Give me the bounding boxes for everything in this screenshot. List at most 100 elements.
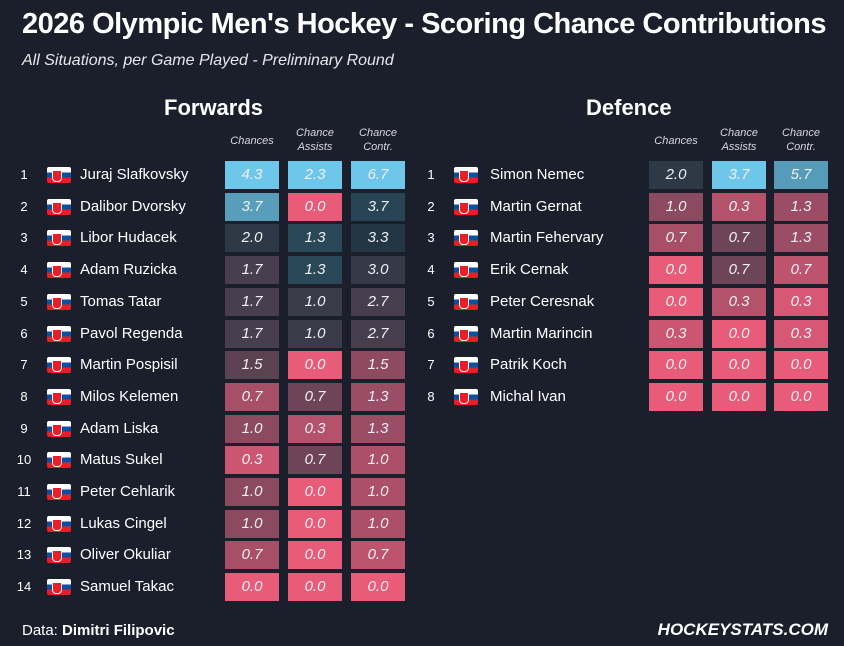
player-name: Adam Liska (80, 419, 159, 437)
slovakia-flag-icon (454, 293, 478, 310)
row-rank: 3 (20, 230, 28, 246)
row-rank: 4 (427, 262, 435, 278)
value-cell-chance-contr: 1.0 (351, 509, 405, 538)
row-rank: 10 (16, 452, 32, 468)
row-rank: 1 (427, 167, 435, 182)
value-cell-chances: 0.0 (649, 256, 703, 285)
table-row: 10 Matus Sukel 0.3 0.7 1.0 (0, 446, 844, 475)
value-cell-chance-assists: 0.7 (288, 382, 342, 411)
column-header-line: Chances (230, 135, 274, 147)
value-cell-chance-assists: 0.0 (288, 478, 342, 506)
value-cell-chances: 1.0 (225, 509, 279, 538)
value-cell-chances: 0.0 (649, 382, 703, 411)
column-header-line: Chance (782, 127, 820, 139)
column-header-forwards-2: Chance Assists (287, 126, 343, 154)
value-cell-chances: 2.0 (649, 161, 703, 189)
row-rank: 5 (20, 293, 28, 309)
value-cell-chance-assists: 0.3 (712, 287, 766, 316)
table-row: 1 Simon Nemec 2.0 3.7 5.7 (0, 161, 844, 189)
table-row: 12 Lukas Cingel 1.0 0.0 1.0 (0, 509, 844, 538)
column-header-line: Contr. (363, 141, 393, 153)
column-header-forwards-1: Chances (224, 134, 280, 148)
data-credit: Data: Dimitri Filipovic (22, 622, 175, 639)
player-name: Dalibor Dvorsky (80, 197, 186, 215)
value-cell-chances: 1.7 (225, 319, 279, 348)
slovakia-flag-icon (454, 167, 478, 183)
slovakia-flag-icon (454, 388, 478, 405)
value-cell-chances: 1.0 (649, 192, 703, 221)
row-rank: 1 (20, 167, 28, 182)
player-name: Patrik Koch (490, 356, 567, 374)
value-cell-chance-contr: 3.7 (351, 192, 405, 221)
slovakia-flag-icon (47, 484, 71, 500)
value-cell-chances: 1.0 (225, 414, 279, 443)
value-cell-chance-assists: 2.3 (288, 161, 342, 189)
column-header-forwards-3: Chance Contr. (350, 126, 406, 154)
table-row: 7 Patrik Koch 0.0 0.0 0.0 (0, 351, 844, 380)
brand-logo-text[interactable]: HOCKEYSTATS.COM (657, 620, 828, 639)
slovakia-flag-icon (47, 579, 71, 596)
player-name: Erik Cernak (490, 261, 569, 279)
value-cell-chance-contr: 1.3 (774, 192, 828, 221)
table-row: 6 Pavol Regenda 1.7 1.0 2.7 (0, 319, 844, 348)
slovakia-flag-icon (454, 357, 478, 374)
player-name: Martin Fehervary (490, 229, 604, 247)
table-row: 6 Martin Marincin 0.3 0.0 0.3 (0, 319, 844, 348)
chart-subtitle: All Situations, per Game Played - Prelim… (22, 52, 394, 69)
value-cell-chances: 1.0 (225, 478, 279, 506)
column-header-defence-2: Chance Assists (711, 126, 767, 154)
value-cell-chances: 3.7 (225, 192, 279, 221)
slovakia-flag-icon (47, 357, 71, 374)
slovakia-flag-icon (47, 230, 71, 247)
row-rank: 12 (16, 515, 32, 531)
column-header-defence-3: Chance Contr. (773, 126, 829, 154)
value-cell-chance-contr: 0.3 (774, 319, 828, 348)
value-cell-chance-contr: 0.0 (351, 573, 405, 602)
row-rank: 8 (427, 388, 435, 404)
table-row: 8 Michal Ivan 0.0 0.0 0.0 (0, 382, 844, 411)
value-cell-chances: 2.0 (225, 224, 279, 253)
value-cell-chance-assists: 0.0 (712, 382, 766, 411)
value-cell-chances: 1.7 (225, 287, 279, 316)
player-name: Peter Cehlarik (80, 483, 176, 500)
column-header-defence-1: Chances (648, 134, 704, 148)
player-name: Lukas Cingel (80, 514, 167, 532)
slovakia-flag-icon (454, 198, 478, 215)
value-cell-chance-contr: 6.7 (351, 161, 405, 189)
row-rank: 9 (20, 420, 28, 436)
value-cell-chance-assists: 0.0 (288, 573, 342, 602)
slovakia-flag-icon (454, 230, 478, 247)
row-rank: 3 (427, 230, 435, 246)
player-name: Martin Gernat (490, 197, 582, 215)
table-row: 4 Adam Ruzicka 1.7 1.3 3.0 (0, 256, 844, 285)
value-cell-chances: 4.3 (225, 161, 279, 189)
value-cell-chance-contr: 3.3 (351, 224, 405, 253)
table-row: 3 Martin Fehervary 0.7 0.7 1.3 (0, 224, 844, 253)
slovakia-flag-icon (47, 515, 71, 532)
value-cell-chances: 0.0 (649, 287, 703, 316)
column-header-line: Chance (720, 127, 758, 139)
player-name: Samuel Takac (80, 578, 174, 596)
table-row: 9 Adam Liska 1.0 0.3 1.3 (0, 414, 844, 443)
value-cell-chances: 1.7 (225, 256, 279, 285)
row-rank: 6 (427, 325, 435, 341)
row-rank: 13 (16, 547, 32, 563)
value-cell-chance-assists: 0.0 (288, 192, 342, 221)
column-header-line: Chance (359, 127, 397, 139)
value-cell-chance-contr: 1.3 (351, 414, 405, 443)
value-cell-chance-assists: 1.0 (288, 287, 342, 316)
value-cell-chance-contr: 2.7 (351, 319, 405, 348)
chart-title: 2026 Olympic Men's Hockey - Scoring Chan… (22, 8, 826, 40)
slovakia-flag-icon (47, 293, 71, 310)
table-row: 7 Martin Pospisil 1.5 0.0 1.5 (0, 351, 844, 380)
table-row: 13 Oliver Okuliar 0.7 0.0 0.7 (0, 541, 844, 570)
value-cell-chances: 1.5 (225, 351, 279, 380)
value-cell-chances: 0.3 (225, 446, 279, 475)
table-row: 3 Libor Hudacek 2.0 1.3 3.3 (0, 224, 844, 253)
value-cell-chance-contr: 0.7 (774, 256, 828, 285)
player-name: Oliver Okuliar (80, 546, 171, 564)
section-title-defence: Defence (586, 95, 672, 120)
column-header-line: Chances (654, 135, 698, 147)
table-row: 11 Peter Cehlarik 1.0 0.0 1.0 (0, 478, 844, 506)
player-name: Milos Kelemen (80, 387, 179, 405)
